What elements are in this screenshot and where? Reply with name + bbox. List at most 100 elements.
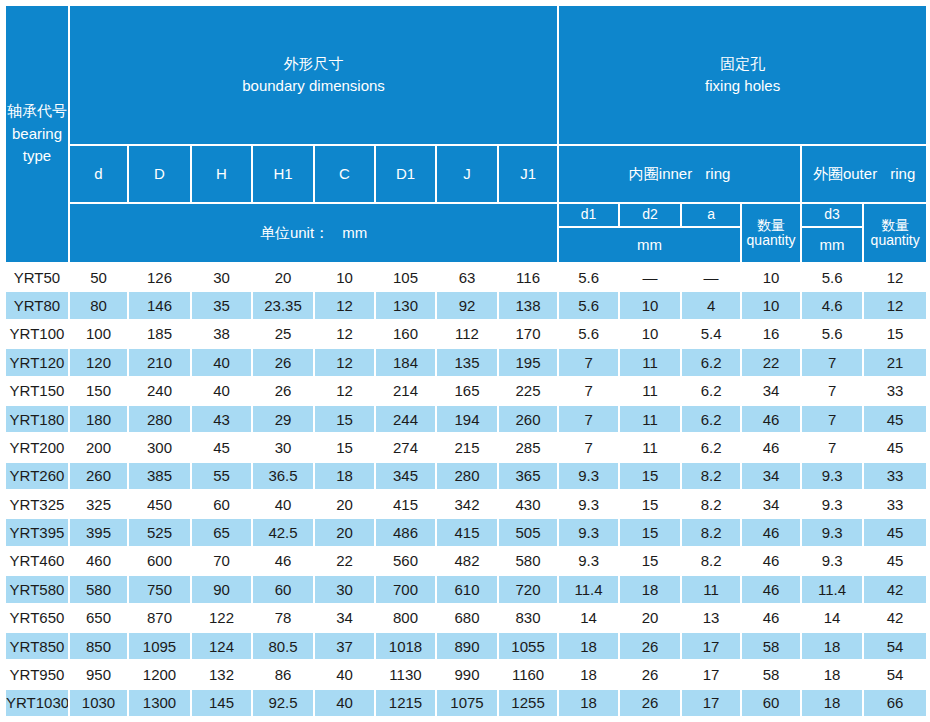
value-cell: 15 <box>619 490 681 518</box>
bearing-type-cell: YRT1030 <box>5 689 69 717</box>
value-cell: 45 <box>863 405 927 433</box>
value-cell: 80.5 <box>252 632 314 660</box>
value-cell: 20 <box>619 604 681 632</box>
value-cell: 244 <box>375 405 436 433</box>
value-cell: 15 <box>314 433 375 461</box>
value-cell: 18 <box>801 689 863 717</box>
value-cell: 870 <box>128 604 191 632</box>
table-row: YRT9509501200132864011309901160182617581… <box>5 660 927 688</box>
bearing-type-cell: YRT580 <box>5 575 69 603</box>
value-cell: 26 <box>619 660 681 688</box>
value-cell: 1160 <box>498 660 558 688</box>
value-cell: 78 <box>252 604 314 632</box>
value-cell: 9.3 <box>801 462 863 490</box>
value-cell: 5.4 <box>681 320 741 348</box>
value-cell: 132 <box>191 660 252 688</box>
value-cell: 45 <box>863 547 927 575</box>
quantity-label-zh: 数量 <box>742 218 800 233</box>
value-cell: 33 <box>863 377 927 405</box>
table-row: YRT58058075090603070061072011.418114611.… <box>5 575 927 603</box>
dim-col-header-H: H <box>191 145 252 203</box>
value-cell: 4 <box>681 291 741 319</box>
value-cell: 26 <box>619 632 681 660</box>
bearing-type-header: 轴承代号 bearing type <box>5 5 69 263</box>
value-cell: 135 <box>436 348 498 376</box>
value-cell: 7 <box>801 377 863 405</box>
quantity-label-zh: 数量 <box>864 218 926 233</box>
value-cell: 274 <box>375 433 436 461</box>
value-cell: 1018 <box>375 632 436 660</box>
header-row-columns: d D H H1 C D1 J J1 内圈inner ring 外圈outer … <box>5 145 927 203</box>
value-cell: 46 <box>252 547 314 575</box>
value-cell: 9.3 <box>558 490 619 518</box>
value-cell: 700 <box>375 575 436 603</box>
value-cell: 10 <box>619 291 681 319</box>
value-cell: 40 <box>252 490 314 518</box>
inner-col-header-a: a <box>681 203 741 227</box>
value-cell: 65 <box>191 518 252 546</box>
value-cell: 180 <box>69 405 128 433</box>
value-cell: 38 <box>191 320 252 348</box>
value-cell: 20 <box>314 490 375 518</box>
value-cell: 280 <box>128 405 191 433</box>
bearing-type-cell: YRT950 <box>5 660 69 688</box>
value-cell: 200 <box>69 433 128 461</box>
value-cell: 90 <box>191 575 252 603</box>
boundary-dimensions-label-en: boundary dimensions <box>70 75 557 97</box>
value-cell: 6.2 <box>681 405 741 433</box>
bearing-catalog-page: 轴承代号 bearing type 外形尺寸 boundary dimensio… <box>0 0 930 722</box>
value-cell: 9.3 <box>558 462 619 490</box>
value-cell: 40 <box>314 660 375 688</box>
quantity-label-en: quantity <box>864 233 926 248</box>
bearing-type-cell: YRT395 <box>5 518 69 546</box>
value-cell: 1055 <box>498 632 558 660</box>
value-cell: 7 <box>801 348 863 376</box>
table-row: YRT1201202104026121841351957116.222721 <box>5 348 927 376</box>
value-cell: 395 <box>69 518 128 546</box>
bearing-type-cell: YRT80 <box>5 291 69 319</box>
value-cell: 34 <box>741 377 801 405</box>
value-cell: 15 <box>619 518 681 546</box>
outer-mm-label: mm <box>801 227 863 263</box>
dim-col-header-D: D <box>128 145 191 203</box>
value-cell: 18 <box>801 660 863 688</box>
fixing-holes-label-zh: 固定孔 <box>559 53 926 75</box>
bearing-type-cell: YRT180 <box>5 405 69 433</box>
value-cell: 45 <box>191 433 252 461</box>
value-cell: 8.2 <box>681 462 741 490</box>
value-cell: 15 <box>863 320 927 348</box>
bearing-type-cell: YRT100 <box>5 320 69 348</box>
value-cell: 580 <box>498 547 558 575</box>
value-cell: 7 <box>558 348 619 376</box>
dim-col-header-J: J <box>436 145 498 203</box>
value-cell: 184 <box>375 348 436 376</box>
value-cell: 170 <box>498 320 558 348</box>
value-cell: 40 <box>191 377 252 405</box>
value-cell: 70 <box>191 547 252 575</box>
value-cell: 54 <box>863 660 927 688</box>
value-cell: 18 <box>314 462 375 490</box>
fixing-holes-header: 固定孔 fixing holes <box>558 5 927 145</box>
value-cell: 194 <box>436 405 498 433</box>
value-cell: 10 <box>619 320 681 348</box>
value-cell: 450 <box>128 490 191 518</box>
value-cell: 105 <box>375 263 436 291</box>
value-cell: 60 <box>741 689 801 717</box>
value-cell: 60 <box>191 490 252 518</box>
value-cell: 8.2 <box>681 518 741 546</box>
value-cell: 23.35 <box>252 291 314 319</box>
value-cell: 20 <box>252 263 314 291</box>
value-cell: 210 <box>128 348 191 376</box>
table-row: YRT2002003004530152742152857116.246745 <box>5 433 927 461</box>
value-cell: 130 <box>375 291 436 319</box>
value-cell: 92 <box>436 291 498 319</box>
value-cell: 9.3 <box>801 547 863 575</box>
value-cell: 610 <box>436 575 498 603</box>
value-cell: 40 <box>191 348 252 376</box>
value-cell: 650 <box>69 604 128 632</box>
value-cell: 150 <box>69 377 128 405</box>
value-cell: 112 <box>436 320 498 348</box>
table-row: YRT3253254506040204153424309.3158.2349.3… <box>5 490 927 518</box>
value-cell: 58 <box>741 660 801 688</box>
dim-col-header-H1: H1 <box>252 145 314 203</box>
